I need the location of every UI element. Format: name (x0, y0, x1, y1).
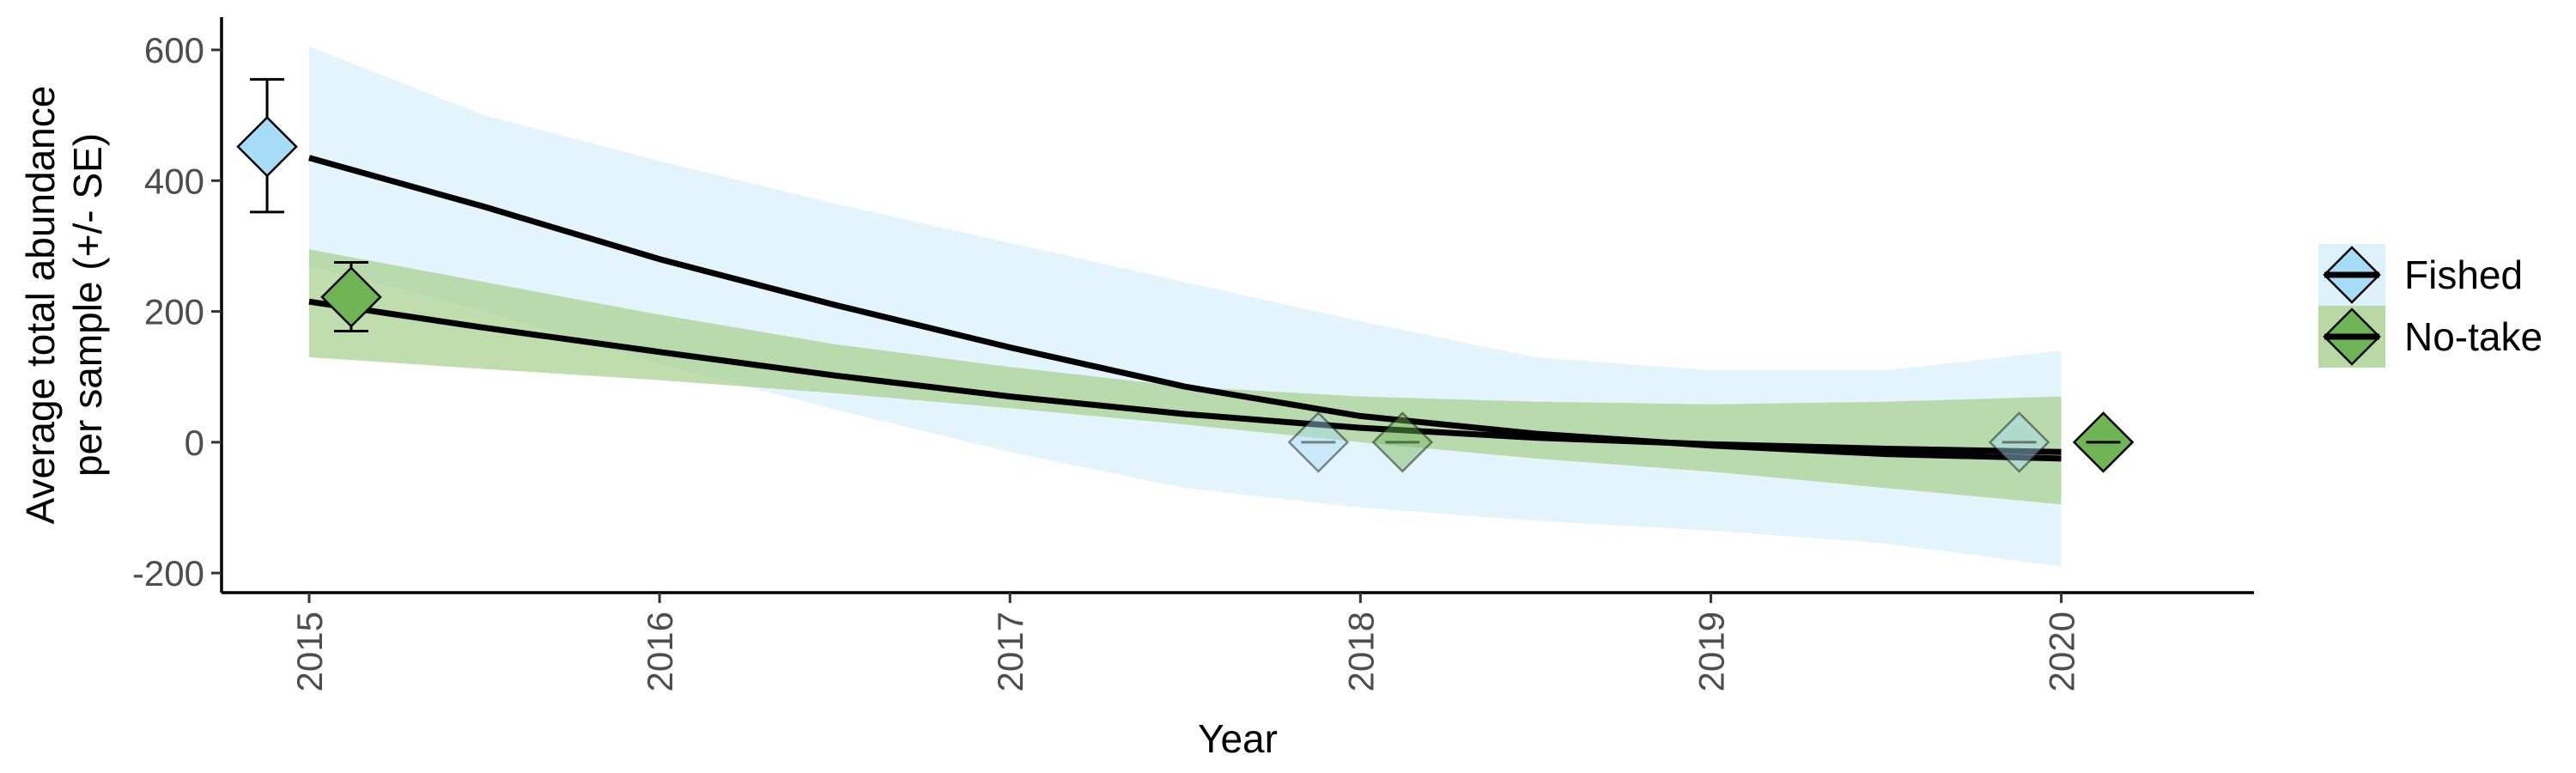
data-point-2-2 (1371, 411, 1434, 473)
x-tick-label: 2019 (1691, 612, 1731, 691)
y-tick-labels: -200 0 200 400 600 (132, 30, 222, 593)
point-marker (1371, 411, 1434, 473)
x-tick-label: 2015 (289, 612, 330, 691)
x-tick-label: 2016 (640, 612, 680, 691)
data-point-1-3 (1988, 411, 2050, 473)
data-point-2-3 (2072, 411, 2135, 473)
legend-label: Fished (2404, 253, 2523, 297)
x-tick-label: 2018 (1340, 612, 1381, 691)
legend-item-2: No-take (2318, 306, 2543, 368)
y-axis-title-line-2: per sample (+/- SE) (65, 133, 110, 477)
fit-line-2 (308, 298, 2062, 455)
legend-item-1: Fished (2318, 244, 2523, 306)
legend: Fished No-take (2318, 244, 2543, 368)
x-axis-title: Year (1198, 716, 1278, 761)
data-point-2-1 (320, 266, 382, 328)
legend-label: No-take (2404, 314, 2543, 359)
x-tick-label: 2017 (990, 612, 1030, 691)
y-tick-label: 400 (144, 161, 204, 201)
point-marker (236, 115, 298, 178)
data-point-1-1 (236, 115, 298, 178)
x-tick-label: 2020 (2042, 612, 2082, 691)
y-tick-label: 0 (185, 423, 204, 463)
data-points (236, 115, 2135, 473)
point-marker (320, 266, 382, 328)
axes (220, 17, 2254, 594)
y-tick-label: 200 (144, 292, 204, 332)
point-marker (1287, 411, 1350, 473)
confidence-bands (309, 46, 2062, 567)
data-point-1-2 (1287, 411, 1350, 473)
point-marker (1988, 411, 2050, 473)
y-tick-label: 600 (144, 30, 204, 70)
x-tick-labels: 2015 2016 2017 2018 2019 2020 (289, 593, 2082, 691)
y-axis-title-line-1: Average total abundance (18, 86, 63, 525)
y-axis-title: Average total abundance per sample (+/- … (18, 86, 110, 525)
fit-lines (308, 155, 2062, 462)
y-tick-label: -200 (132, 553, 204, 593)
